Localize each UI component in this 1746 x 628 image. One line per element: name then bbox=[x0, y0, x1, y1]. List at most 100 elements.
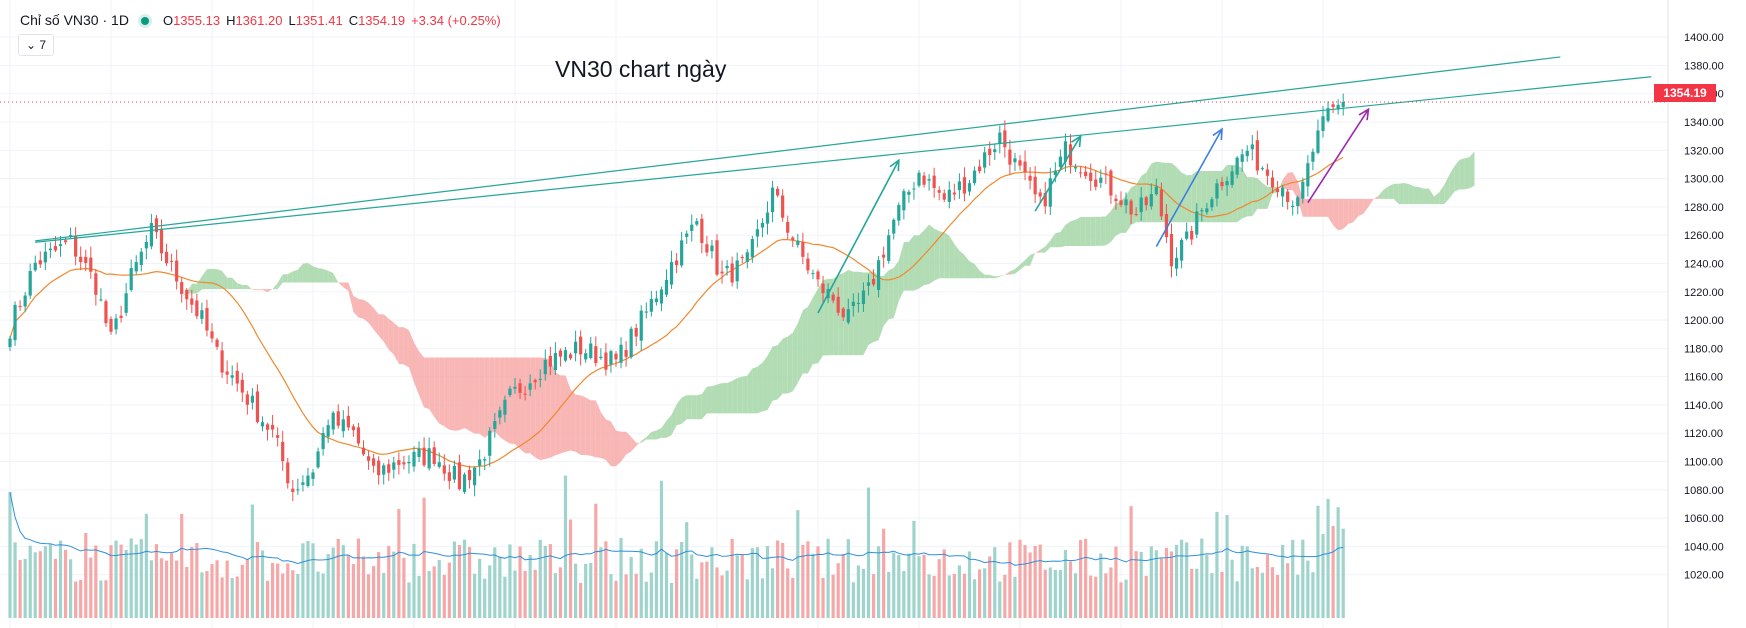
high-value: 1361.20 bbox=[235, 13, 283, 28]
volume-bar bbox=[1205, 554, 1209, 618]
cloud-segment bbox=[1004, 271, 1010, 275]
cloud-segment bbox=[1328, 198, 1334, 226]
candle-body bbox=[1008, 149, 1012, 165]
volume-bar bbox=[967, 551, 972, 618]
volume-bar bbox=[877, 546, 881, 618]
candle-body bbox=[493, 421, 497, 429]
candle-body bbox=[841, 308, 845, 318]
cloud-segment bbox=[964, 254, 970, 279]
candle-body bbox=[927, 179, 931, 181]
cloud-segment bbox=[525, 357, 531, 454]
candle-body bbox=[1174, 257, 1179, 269]
candle-body bbox=[1154, 186, 1158, 195]
price-tick-label: 1020.00 bbox=[1684, 570, 1724, 582]
volume-bar bbox=[705, 561, 709, 618]
cloud-segment bbox=[1055, 232, 1061, 248]
volume-bar bbox=[897, 554, 901, 618]
candle-body bbox=[730, 263, 734, 283]
volume-bar bbox=[781, 542, 785, 618]
volume-bar bbox=[1185, 542, 1189, 618]
cloud-segment bbox=[540, 357, 546, 461]
volume-bar bbox=[1311, 572, 1315, 618]
cloud-segment bbox=[898, 242, 904, 301]
cloud-segment bbox=[408, 330, 414, 383]
volume-bar bbox=[255, 542, 260, 618]
candle-body bbox=[1210, 199, 1214, 208]
cloud-segment bbox=[1464, 157, 1470, 190]
candle-body bbox=[58, 244, 63, 247]
volume-bar bbox=[1114, 546, 1118, 618]
candle-body bbox=[680, 240, 684, 266]
cloud-segment bbox=[217, 269, 223, 290]
indicator-lines bbox=[9, 156, 1344, 468]
candle-body bbox=[720, 271, 724, 274]
volume-bar bbox=[599, 547, 603, 618]
volume-bar bbox=[1008, 542, 1012, 618]
volume-bar bbox=[79, 579, 83, 618]
volume-bar bbox=[235, 576, 239, 618]
cloud-segment bbox=[166, 301, 172, 304]
volume-bar bbox=[478, 558, 482, 618]
volume-bar bbox=[988, 556, 992, 618]
candle-body bbox=[1336, 104, 1340, 110]
candle-body bbox=[584, 353, 588, 360]
candle-body bbox=[1260, 168, 1264, 170]
indicators-toggle-button[interactable]: ⌄ 7 bbox=[18, 34, 54, 56]
volume-bar bbox=[523, 570, 527, 618]
volume-bar bbox=[1306, 560, 1310, 618]
volume-bar bbox=[341, 545, 345, 618]
volume-bar bbox=[84, 532, 88, 618]
cloud-segment bbox=[196, 276, 202, 294]
candle-body bbox=[957, 181, 961, 191]
volume-bar bbox=[1321, 534, 1325, 618]
candle-body bbox=[1114, 198, 1118, 202]
volume-bar bbox=[336, 538, 340, 618]
candle-body bbox=[250, 395, 254, 403]
volume-bar bbox=[271, 563, 275, 618]
candle-body bbox=[796, 240, 800, 245]
cloud-segment bbox=[403, 327, 409, 368]
symbol-title[interactable]: Chỉ số VN30 · 1D bbox=[20, 12, 129, 28]
cloud-segment bbox=[469, 357, 475, 434]
cloud-segment bbox=[414, 342, 420, 396]
cloud-segment bbox=[1317, 198, 1323, 217]
chart-annotation[interactable]: VN30 chart ngày bbox=[555, 56, 727, 82]
cloud-segment bbox=[807, 297, 813, 374]
volume-bar bbox=[983, 568, 987, 618]
volume-bar bbox=[412, 543, 416, 618]
candle-body bbox=[538, 378, 542, 380]
candle-body bbox=[205, 308, 209, 331]
cloud-segment bbox=[1110, 203, 1116, 242]
candle-body bbox=[185, 289, 189, 300]
cloud-segment bbox=[449, 357, 455, 431]
volume-ma-line bbox=[9, 492, 1344, 566]
candle-body bbox=[417, 448, 421, 457]
volume-bar bbox=[1149, 546, 1153, 618]
candle-body bbox=[326, 425, 330, 437]
volume-bar bbox=[1215, 511, 1219, 618]
candle-body bbox=[382, 465, 386, 475]
price-tick-label: 1380.00 bbox=[1684, 60, 1724, 72]
volume-bar bbox=[1154, 550, 1158, 618]
candle-body bbox=[164, 251, 169, 264]
candle-body bbox=[917, 172, 921, 186]
cloud-segment bbox=[257, 289, 263, 290]
volume-bar bbox=[58, 540, 63, 618]
candle-body bbox=[240, 379, 244, 393]
cloud-segment bbox=[792, 323, 798, 392]
candle-body bbox=[1195, 211, 1199, 235]
candle-body bbox=[1023, 161, 1027, 173]
candle-body bbox=[104, 301, 108, 324]
cloud-segment bbox=[323, 268, 329, 283]
cloud-segment bbox=[1191, 170, 1197, 223]
price-tick-label: 1400.00 bbox=[1684, 32, 1724, 44]
volume-bar bbox=[654, 541, 658, 618]
cloud-segment bbox=[1070, 219, 1076, 247]
volume-bar bbox=[634, 573, 638, 618]
cloud-segment bbox=[1151, 161, 1157, 223]
candle-body bbox=[94, 273, 98, 295]
candle-body bbox=[457, 462, 462, 490]
volume-bar bbox=[740, 554, 744, 618]
volume-bar bbox=[574, 563, 578, 618]
